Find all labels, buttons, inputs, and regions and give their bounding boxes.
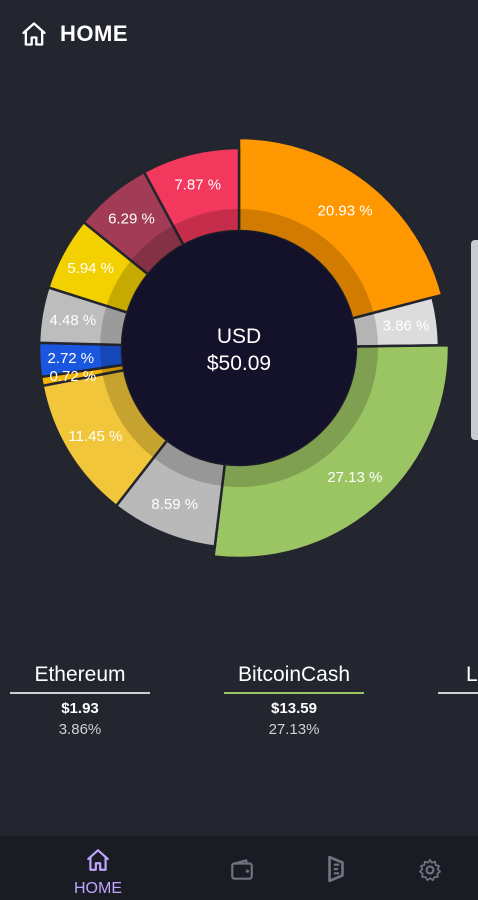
- slice-label: 3.86 %: [383, 317, 430, 334]
- slice-label: 4.48 %: [49, 312, 96, 329]
- slice-label: 7.87 %: [174, 177, 221, 194]
- home-icon[interactable]: [20, 20, 48, 48]
- nav-home-label: HOME: [74, 880, 122, 897]
- donut-slice-inner-shade: [100, 305, 128, 345]
- home-icon: [87, 849, 109, 871]
- page-title: HOME: [60, 21, 128, 46]
- coin-percent: 3.86%: [58, 721, 102, 738]
- settings-icon: [419, 858, 441, 882]
- coin-name: BitcoinCash: [237, 663, 351, 686]
- donut-slice-inner-shade: [352, 312, 378, 347]
- coin-card-ethereum[interactable]: Ethereum $1.93 3.86%: [10, 660, 150, 741]
- donut-slice-inner-shade: [222, 346, 378, 487]
- donut-slice-inner-shade: [102, 370, 168, 458]
- donut-labels: 20.93 % 3.86 % 27.13 % 8.59 % 11.45 % 0.72 %2…: [47, 177, 429, 513]
- coin-percent: 27.13%: [268, 721, 320, 738]
- coin-underline: [438, 692, 478, 694]
- donut-slice-inner-shade: [153, 440, 225, 486]
- donut-slice-inner-shade: [106, 260, 149, 313]
- nav-brand[interactable]: [314, 836, 358, 900]
- slice-label: 0.72 %: [50, 368, 97, 385]
- coin-name: L: [466, 663, 478, 686]
- coin-card-bitcoincash[interactable]: BitcoinCash $13.59 27.13%: [224, 660, 364, 741]
- slice-label: 11.45 %: [68, 428, 122, 445]
- coin-value: $13.59: [271, 700, 317, 717]
- donut-center: [122, 231, 356, 465]
- slice-label: 20.93 %: [318, 203, 373, 220]
- brand-logo-icon: [328, 855, 344, 883]
- donut-slice-inner-shade: [100, 344, 124, 369]
- nav-settings[interactable]: [408, 836, 452, 900]
- donut-slice-inner-shade: [101, 364, 125, 375]
- slice-label: 6.29 %: [108, 210, 155, 227]
- donut-slice-inner-shade: [173, 209, 239, 246]
- portfolio-donut-chart: USD $50.09 20.93 % 3.86 % 27.13 % 8.59 % 11.…: [37, 136, 451, 560]
- coin-card-partial[interactable]: L: [438, 660, 478, 694]
- coin-underline: [224, 692, 364, 694]
- slice-label: 2.72 %: [47, 350, 94, 367]
- coin-underline: [10, 692, 150, 694]
- center-currency: USD: [217, 325, 261, 348]
- slice-label: 8.59 %: [151, 496, 198, 513]
- coin-name: Ethereum: [34, 663, 126, 686]
- center-total-value: $50.09: [207, 352, 271, 375]
- slice-label: 5.94 %: [67, 260, 114, 277]
- donut-slice-inner-shade: [239, 209, 374, 319]
- donut-slice-inner-shade: [130, 225, 184, 275]
- wallet-icon: [231, 859, 253, 880]
- side-drawer-handle[interactable]: [471, 240, 478, 440]
- donut-slices: [37, 136, 451, 560]
- nav-home[interactable]: HOME: [58, 836, 138, 900]
- app-header: HOME: [0, 0, 478, 68]
- nav-wallet[interactable]: [220, 836, 264, 900]
- bottom-navigation: HOME: [0, 836, 478, 900]
- coin-carousel[interactable]: Ethereum $1.93 3.86% BitcoinCash $13.59 …: [0, 660, 478, 750]
- slice-label: 27.13 %: [327, 469, 382, 486]
- coin-value: $1.93: [61, 700, 99, 717]
